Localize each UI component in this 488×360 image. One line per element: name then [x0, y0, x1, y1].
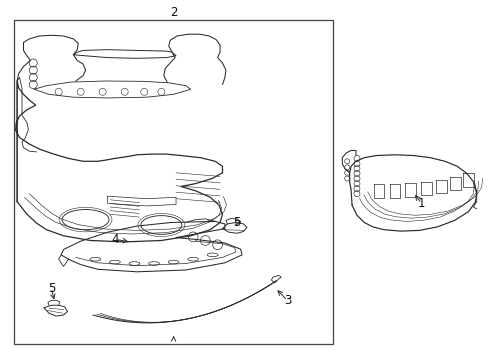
Text: 5: 5 — [233, 216, 241, 229]
Text: 5: 5 — [47, 282, 55, 294]
Text: 3: 3 — [283, 294, 291, 307]
Text: 2: 2 — [169, 6, 177, 19]
Text: 4: 4 — [111, 233, 119, 246]
Text: 1: 1 — [417, 197, 425, 210]
